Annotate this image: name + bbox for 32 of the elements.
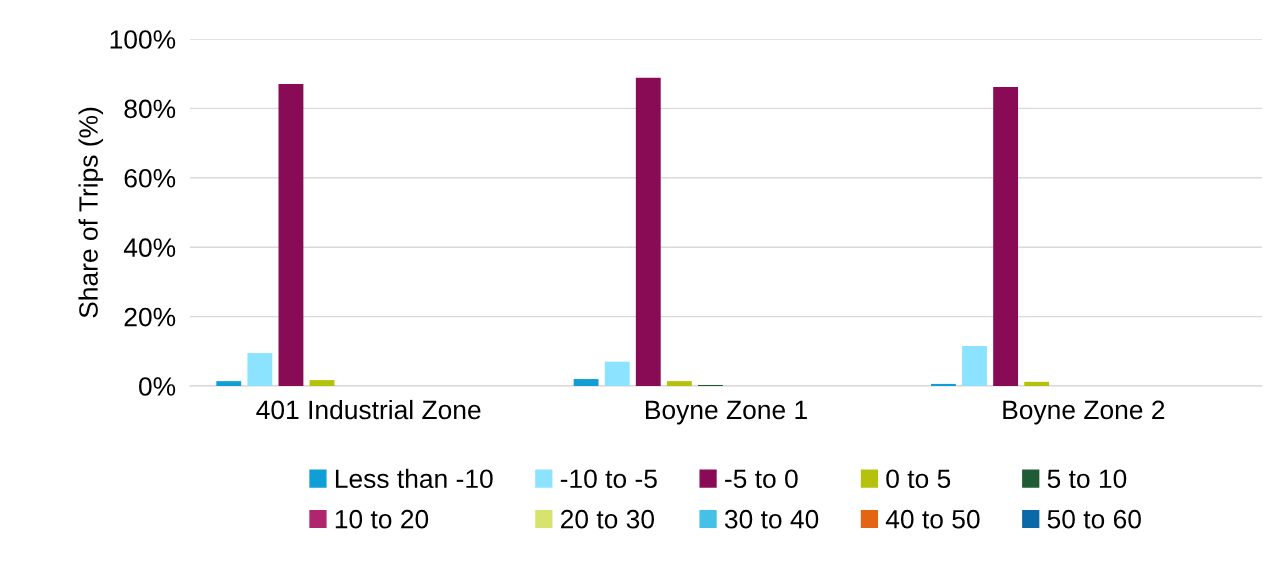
legend-label: 30 to 40 xyxy=(724,509,819,529)
bar xyxy=(216,381,242,386)
x-tick-label: Boyne Zone 2 xyxy=(1003,400,1165,425)
bar xyxy=(635,77,661,386)
legend-label: 50 to 60 xyxy=(1047,509,1141,529)
legend-label: -5 to 0 xyxy=(725,469,798,489)
legend-label: Less than -10 xyxy=(335,468,493,489)
x-tick-label: 401 Industrial Zone xyxy=(256,399,481,420)
bar xyxy=(666,381,692,386)
legend-label: 40 to 50 xyxy=(885,509,980,529)
bar xyxy=(962,346,987,386)
x-tick-label: Boyne Zone 1 xyxy=(646,400,807,425)
bar xyxy=(278,84,304,386)
legend-label: 0 to 5 xyxy=(886,469,951,489)
y-tick-label: 40% xyxy=(123,238,176,258)
bar xyxy=(247,353,273,386)
bar xyxy=(993,86,1019,386)
y-tick-label: 100% xyxy=(110,30,176,49)
y-tick-label: 0% xyxy=(139,377,176,396)
legend-label: 20 to 30 xyxy=(560,509,655,529)
y-tick-label: 20% xyxy=(124,307,176,327)
y-tick-label: 80% xyxy=(124,99,176,119)
legend-label: 10 to 20 xyxy=(335,509,429,529)
bar xyxy=(931,383,956,386)
y-axis-title: Share of Trips (%) xyxy=(78,107,104,318)
y-tick-label: 60% xyxy=(124,168,176,188)
legend-label: -10 to -5 xyxy=(560,469,657,489)
bar xyxy=(573,379,599,386)
bar xyxy=(604,361,630,386)
bar xyxy=(1024,381,1050,386)
bar xyxy=(309,380,335,386)
legend-label: 5 to 10 xyxy=(1047,469,1127,489)
